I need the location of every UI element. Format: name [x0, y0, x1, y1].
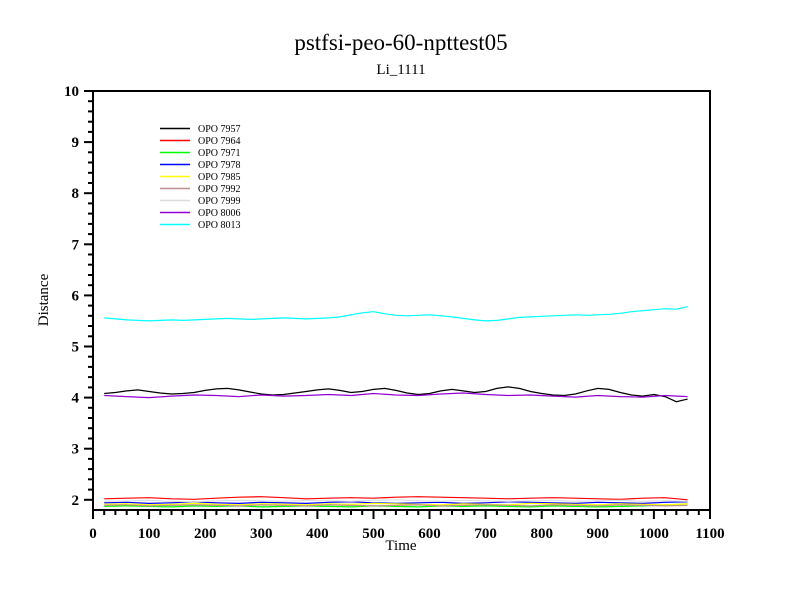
- x-tick-label: 700: [474, 526, 497, 542]
- series-line-opo-7999: [104, 499, 688, 503]
- x-tick-label: 500: [362, 526, 385, 542]
- legend-label-opo-7985: OPO 7985: [198, 172, 241, 183]
- y-tick-label: 5: [72, 340, 80, 356]
- y-tick-label: 4: [72, 391, 80, 407]
- chart-subtitle: Li_1111: [376, 62, 425, 78]
- x-tick-label: 300: [250, 526, 273, 542]
- x-tick-label: 400: [306, 526, 329, 542]
- x-tick-label: 1100: [695, 526, 724, 542]
- legend-label-opo-8006: OPO 8006: [198, 208, 241, 219]
- x-tick-label: 900: [587, 526, 610, 542]
- series-line-opo-7992: [104, 504, 688, 507]
- y-tick-label: 9: [72, 135, 80, 151]
- y-tick-label: 2: [72, 493, 80, 509]
- series-line-opo-7985: [104, 502, 688, 506]
- y-tick-label: 8: [72, 186, 80, 202]
- legend-label-opo-7964: OPO 7964: [198, 136, 241, 147]
- x-tick-label: 100: [138, 526, 161, 542]
- series-line-opo-7971: [104, 503, 688, 508]
- series-line-opo-7957: [104, 386, 688, 403]
- x-tick-label: 600: [418, 526, 441, 542]
- x-tick-label: 1000: [639, 526, 669, 542]
- axis-tick-labels: 0 100 200 300 400 500 600 700 800 900 1000 1100 2 3 4 5…: [64, 84, 725, 542]
- x-tick-label: 0: [89, 526, 97, 542]
- y-tick-label: 3: [72, 442, 80, 458]
- y-axis-label: Distance: [36, 273, 52, 326]
- axis-ticks: [84, 90, 711, 519]
- legend-label-opo-7957: OPO 7957: [198, 124, 241, 135]
- series-line-opo-7964: [104, 496, 688, 501]
- legend-label-opo-7992: OPO 7992: [198, 184, 241, 195]
- y-tick-label: 6: [72, 288, 80, 304]
- plot-frame: [92, 90, 711, 511]
- x-tick-label: 200: [194, 526, 217, 542]
- series-line-opo-8013: [104, 306, 688, 322]
- x-tick-label: 800: [530, 526, 553, 542]
- legend-label-opo-7971: OPO 7971: [198, 148, 241, 159]
- chart-title: pstfsi-peo-60-npttest05: [294, 30, 507, 55]
- series-lines: [104, 306, 688, 508]
- legend-label-opo-8013: OPO 8013: [198, 220, 241, 231]
- y-tick-label: 7: [72, 237, 80, 253]
- series-line-opo-8006: [104, 392, 688, 399]
- x-axis-label: Time: [385, 538, 416, 554]
- y-tick-label: 10: [64, 84, 79, 100]
- legend-label-opo-7999: OPO 7999: [198, 196, 241, 207]
- legend-label-opo-7978: OPO 7978: [198, 160, 241, 171]
